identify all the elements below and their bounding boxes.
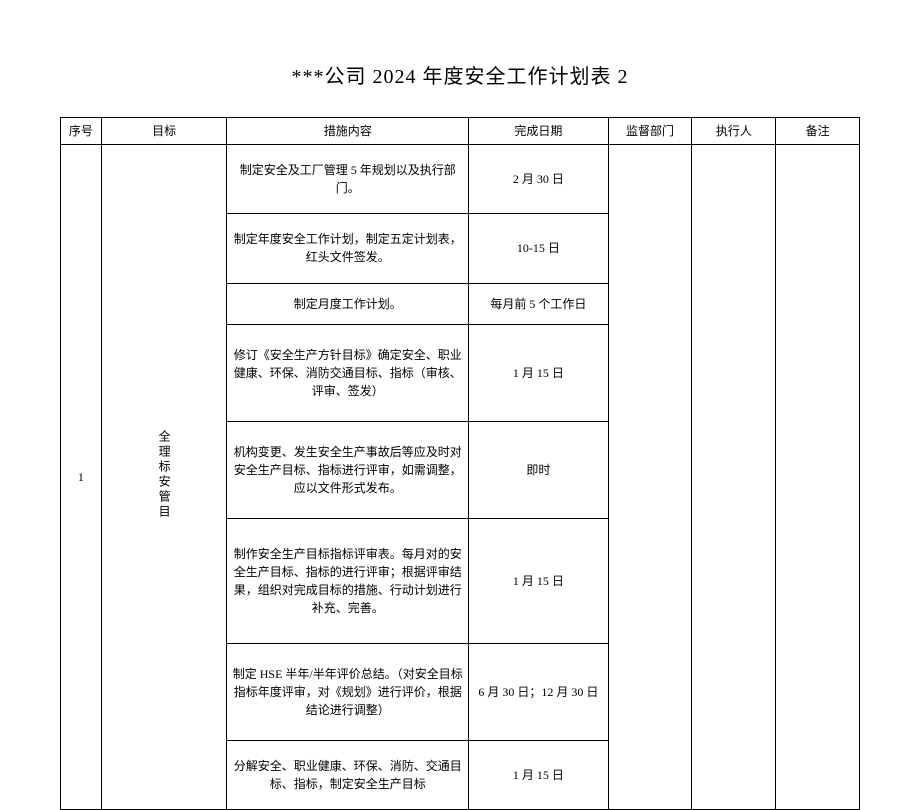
cell-measure: 分解安全、职业健康、环保、消防、交通目标、指标，制定安全生产目标	[227, 740, 469, 809]
cell-seq: 1	[61, 145, 102, 810]
cell-date: 10-15 日	[469, 214, 609, 283]
cell-measure: 制定年度安全工作计划，制定五定计划表，红头文件签发。	[227, 214, 469, 283]
cell-date: 即时	[469, 422, 609, 519]
cell-date: 1 月 15 日	[469, 519, 609, 644]
cell-measure: 制定月度工作计划。	[227, 283, 469, 325]
cell-measure: 制定 HSE 半年/半年评价总结。（对安全目标指标年度评审，对《规划》进行评价，…	[227, 643, 469, 740]
cell-measure: 制定安全及工厂管理 5 年规划以及执行部门。	[227, 145, 469, 214]
cell-date: 每月前 5 个工作日	[469, 283, 609, 325]
cell-date: 1 月 15 日	[469, 740, 609, 809]
cell-date: 1 月 15 日	[469, 325, 609, 422]
cell-date: 2 月 30 日	[469, 145, 609, 214]
cell-measure: 制作安全生产目标指标评审表。每月对的安全生产目标、指标的进行评审；根据评审结果，…	[227, 519, 469, 644]
header-date: 完成日期	[469, 118, 609, 145]
cell-measure: 机构变更、发生安全生产事故后等应及时对安全生产目标、指标进行评审，如需调整，应以…	[227, 422, 469, 519]
cell-exec	[692, 145, 776, 810]
goal-text: 全理标安管目	[155, 149, 173, 800]
header-measure: 措施内容	[227, 118, 469, 145]
header-exec: 执行人	[692, 118, 776, 145]
table-header-row: 序号 目标 措施内容 完成日期 监督部门 执行人 备注	[61, 118, 860, 145]
header-dept: 监督部门	[608, 118, 692, 145]
cell-dept	[608, 145, 692, 810]
header-seq: 序号	[61, 118, 102, 145]
header-note: 备注	[776, 118, 860, 145]
page-title: ***公司 2024 年度安全工作计划表 2	[60, 60, 860, 89]
header-goal: 目标	[101, 118, 227, 145]
table-row: 1 全理标安管目 制定安全及工厂管理 5 年规划以及执行部门。 2 月 30 日	[61, 145, 860, 214]
cell-note	[776, 145, 860, 810]
cell-measure: 修订《安全生产方针目标》确定安全、职业健康、环保、消防交通目标、指标（审核、评审…	[227, 325, 469, 422]
cell-date: 6 月 30 日；12 月 30 日	[469, 643, 609, 740]
cell-goal: 全理标安管目	[101, 145, 227, 810]
safety-plan-table: 序号 目标 措施内容 完成日期 监督部门 执行人 备注 1 全理标安管目 制定安…	[60, 117, 860, 810]
